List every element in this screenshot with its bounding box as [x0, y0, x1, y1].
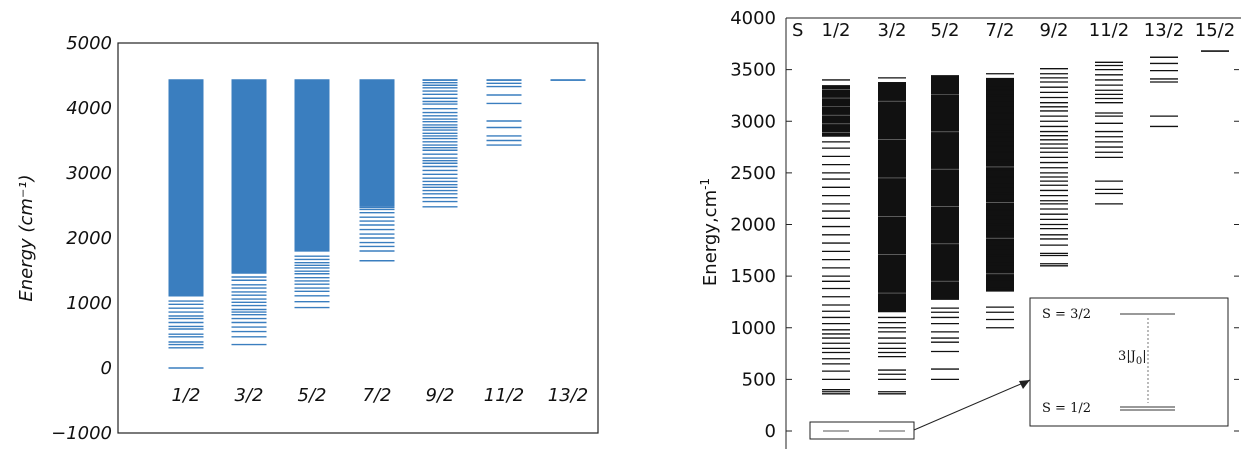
- right-level-column: [878, 77, 906, 432]
- right-y-tick-label: 3500: [730, 60, 776, 81]
- left-dense-level-band: [294, 80, 330, 252]
- left-level-column: [486, 79, 522, 146]
- left-y-tick-label: −1000: [51, 423, 112, 444]
- inset-gap-suffix: |: [1142, 349, 1146, 364]
- right-column-header: 15/2: [1195, 20, 1235, 41]
- right-y-axis-label: Energy,cm-1: [698, 178, 721, 286]
- right-column-header: 3/2: [878, 20, 907, 41]
- right-dense-level-band: [931, 75, 959, 300]
- left-dense-level-band: [168, 80, 204, 297]
- left-y-tick-label: 1000: [66, 293, 112, 314]
- left-y-tick-label: 5000: [66, 33, 112, 54]
- right-s-header: S: [792, 20, 803, 41]
- right-level-columns: [822, 50, 1229, 432]
- left-level-column: [359, 79, 395, 262]
- inset-pointer-arrowhead: [1019, 380, 1030, 389]
- left-y-tick-labels: −1000 0 1000 2000 3000 4000 5000: [51, 33, 112, 444]
- right-dense-level-band: [878, 82, 906, 313]
- left-dense-level-band: [231, 80, 267, 274]
- ground-level-highlight-box: [809, 421, 915, 440]
- right-level-column: [1150, 56, 1178, 128]
- left-x-tick-label: 9/2: [426, 385, 455, 406]
- right-column-header: 5/2: [931, 20, 960, 41]
- left-x-tick-label: 3/2: [235, 385, 264, 406]
- right-column-headers: 1/2 3/2 5/2 7/2 9/2 11/2 13/2 15/2: [822, 20, 1236, 41]
- right-chart: 0 500 1000 1500 2000 2500 3000 3500 4000 1/2 3/2 5…: [698, 8, 1241, 449]
- right-column-header: 7/2: [986, 20, 1015, 41]
- inset-gap-prefix: 3|J: [1118, 349, 1136, 364]
- inset-gap-sub: 0: [1136, 356, 1142, 367]
- left-chart: −1000 0 1000 2000 3000 4000 5000 1/2 3/2 5/2 7/2 9…: [16, 33, 599, 444]
- right-column-header: 1/2: [822, 20, 851, 41]
- left-x-tick-label: 7/2: [363, 385, 392, 406]
- right-dense-level-band: [822, 85, 850, 137]
- right-column-header: 11/2: [1089, 20, 1129, 41]
- right-y-tick-label: 1000: [730, 318, 776, 339]
- left-level-column: [231, 79, 267, 346]
- right-dense-level-band: [986, 77, 1014, 292]
- left-y-axis-label: Energy (cm⁻¹): [16, 174, 37, 301]
- right-level-column: [822, 79, 850, 432]
- right-column-header: 13/2: [1144, 20, 1184, 41]
- left-y-tick-label: 0: [101, 358, 112, 379]
- inset-upper-label: S = 3/2: [1042, 307, 1091, 322]
- right-y-tick-label: 4000: [730, 8, 776, 29]
- left-level-column: [294, 79, 330, 309]
- left-x-tick-label: 11/2: [484, 385, 524, 406]
- right-y-tick-label: 500: [742, 369, 776, 390]
- right-level-column: [931, 75, 959, 381]
- left-x-tick-label: 13/2: [548, 385, 588, 406]
- left-plot-frame: [117, 42, 599, 434]
- left-level-column: [422, 79, 458, 208]
- left-x-tick-labels: 1/2 3/2 5/2 7/2 9/2 11/2 13/2: [172, 385, 589, 406]
- left-level-column: [168, 79, 204, 369]
- right-level-column: [986, 73, 1014, 329]
- left-level-columns: [168, 79, 586, 369]
- right-y-tick-label: 2000: [730, 215, 776, 236]
- right-level-column: [1040, 67, 1068, 267]
- right-y-tick-label: 3000: [730, 111, 776, 132]
- left-x-tick-label: 5/2: [298, 385, 327, 406]
- right-y-tick-label: 0: [765, 421, 776, 442]
- right-y-axis-label-sup: -1: [698, 178, 712, 190]
- inset-panel: S = 3/2 S = 1/2 3|J0|: [1029, 297, 1229, 427]
- left-dense-level-band: [359, 80, 395, 207]
- inset-pointer-line: [913, 379, 1031, 431]
- left-y-tick-label: 4000: [66, 98, 112, 119]
- inset-frame: [1029, 297, 1229, 427]
- right-column-header: 9/2: [1040, 20, 1069, 41]
- right-y-axis-label-main: Energy,cm: [700, 190, 721, 286]
- left-x-tick-label: 1/2: [172, 385, 201, 406]
- right-y-ticks: 0 500 1000 1500 2000 2500 3000 3500 4000: [730, 8, 1239, 442]
- left-y-tick-label: 3000: [66, 163, 112, 184]
- right-y-tick-label: 1500: [730, 266, 776, 287]
- left-y-tick-label: 2000: [66, 228, 112, 249]
- inset-gap-label: 3|J0|: [1118, 349, 1147, 367]
- right-level-column: [1095, 61, 1123, 205]
- right-y-tick-label: 2500: [730, 163, 776, 184]
- inset-lower-label: S = 1/2: [1042, 401, 1091, 416]
